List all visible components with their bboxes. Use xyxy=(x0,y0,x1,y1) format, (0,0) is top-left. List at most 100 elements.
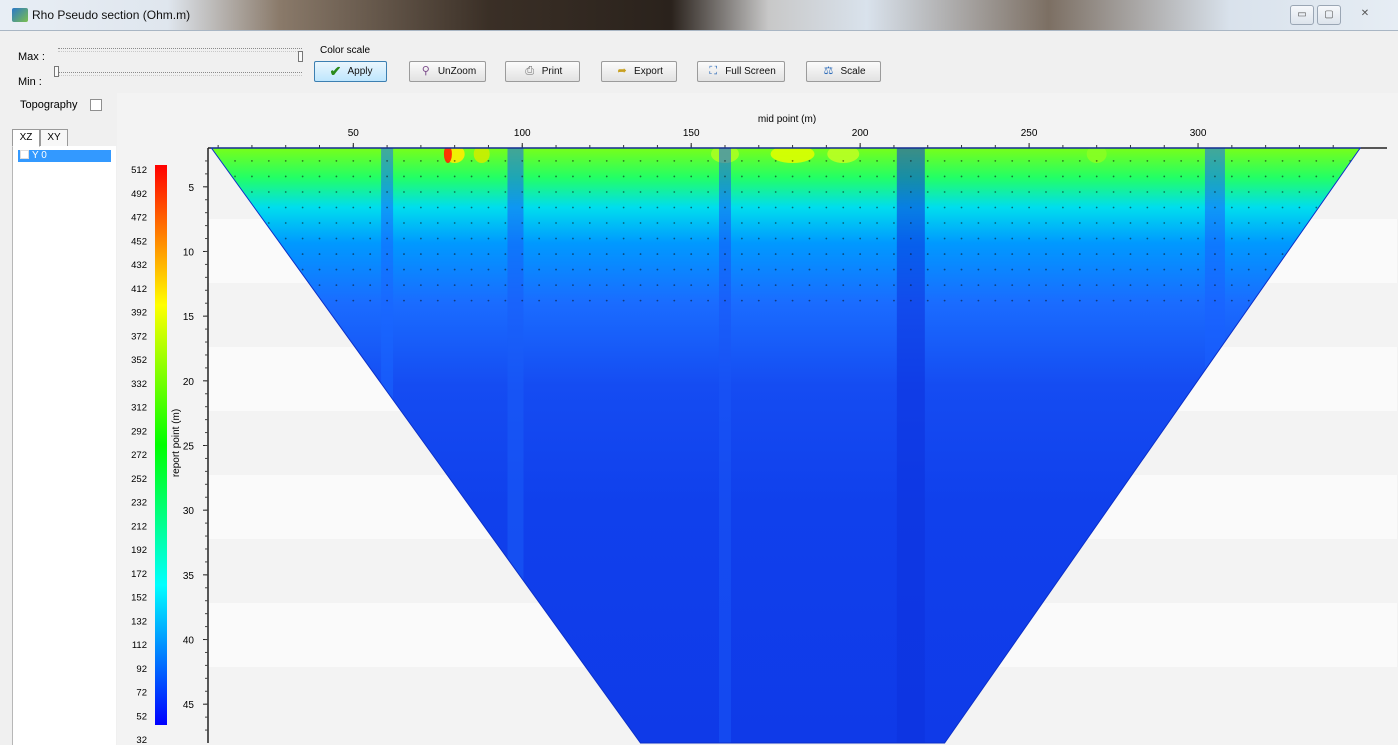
measurement-point xyxy=(1315,191,1318,193)
y-tick-label: 35 xyxy=(183,571,195,582)
measurement-point xyxy=(521,191,524,193)
measurement-point xyxy=(1230,284,1233,287)
checkmark-icon: ✔ xyxy=(329,63,342,79)
measurement-point xyxy=(369,160,372,162)
y-tick-label: 40 xyxy=(183,636,195,647)
measurement-point xyxy=(369,299,372,302)
apply-button[interactable]: ✔ Apply xyxy=(314,61,387,82)
measurement-point xyxy=(808,237,811,240)
measurement-point xyxy=(639,222,642,224)
min-slider[interactable] xyxy=(58,72,302,76)
measurement-point xyxy=(521,284,524,287)
measurement-point xyxy=(876,222,878,224)
measurement-point xyxy=(1247,284,1250,287)
export-button[interactable]: ➦ Export xyxy=(601,61,677,82)
maximize-button[interactable]: ▢ xyxy=(1317,5,1341,25)
measurement-point xyxy=(859,222,862,224)
measurement-point xyxy=(369,191,372,193)
measurement-point xyxy=(419,284,422,287)
measurement-point xyxy=(436,206,439,209)
measurement-point xyxy=(1129,222,1132,224)
measurement-point xyxy=(639,206,642,209)
measurement-point xyxy=(1112,237,1115,240)
measurement-point xyxy=(301,160,304,162)
measurement-point xyxy=(419,253,422,255)
measurement-point xyxy=(352,160,355,162)
measurement-point xyxy=(403,284,405,287)
measurement-point xyxy=(301,268,304,271)
measurement-point xyxy=(453,222,456,224)
measurement-point xyxy=(909,175,912,178)
measurement-point xyxy=(673,253,676,255)
y-tick-label: 10 xyxy=(183,247,195,258)
colorbar-label: 192 xyxy=(131,545,147,556)
measurement-point xyxy=(1112,253,1115,255)
tree-item-y0[interactable]: Y 0 xyxy=(18,149,111,162)
measurement-point xyxy=(960,222,963,224)
measurement-point xyxy=(791,299,794,302)
measurement-point xyxy=(1247,175,1250,178)
scale-button[interactable]: ⚖ Scale xyxy=(806,61,881,82)
y-tick-label: 5 xyxy=(188,183,194,194)
measurement-point xyxy=(504,222,507,224)
measurement-point xyxy=(724,191,726,193)
measurement-point xyxy=(1129,237,1132,240)
measurement-point xyxy=(1112,299,1115,302)
measurement-point xyxy=(690,284,693,287)
max-label: Max : xyxy=(18,51,45,63)
close-button[interactable]: ✕ xyxy=(1360,8,1370,19)
unzoom-button[interactable]: ⚲ UnZoom xyxy=(409,61,486,82)
min-label: Min : xyxy=(18,76,42,88)
measurement-point xyxy=(521,253,524,255)
measurement-point xyxy=(369,268,372,271)
measurement-point xyxy=(825,299,828,302)
measurement-point xyxy=(707,175,709,178)
unzoom-button-label: UnZoom xyxy=(437,66,477,77)
measurement-point xyxy=(740,237,743,240)
measurement-point xyxy=(1264,237,1267,240)
measurement-point xyxy=(1112,191,1115,193)
measurement-point xyxy=(1028,222,1030,224)
measurement-point xyxy=(926,160,929,162)
measurement-point xyxy=(436,160,439,162)
measurement-point xyxy=(1180,160,1183,162)
measurement-point xyxy=(572,206,574,209)
measurement-point xyxy=(690,175,693,178)
measurement-point xyxy=(1095,268,1098,271)
measurement-point xyxy=(1146,237,1149,240)
measurement-point xyxy=(994,175,997,178)
min-slider-thumb[interactable] xyxy=(54,66,59,77)
measurement-point xyxy=(960,206,963,209)
measurement-point xyxy=(977,299,980,302)
measurement-point xyxy=(622,299,625,302)
measurement-point xyxy=(893,268,895,271)
max-slider[interactable] xyxy=(58,48,302,52)
measurement-point xyxy=(1095,191,1098,193)
print-button[interactable]: ⎙ Print xyxy=(505,61,580,82)
measurement-point xyxy=(234,160,236,162)
topography-checkbox[interactable] xyxy=(90,99,102,111)
max-slider-thumb[interactable] xyxy=(298,51,303,62)
fullscreen-button[interactable]: ⛶ Full Screen xyxy=(697,61,785,82)
y-tick-label: 45 xyxy=(183,700,195,711)
measurement-point xyxy=(1129,191,1132,193)
x-tick-label: 200 xyxy=(852,128,869,139)
measurement-point xyxy=(1146,284,1149,287)
measurement-point xyxy=(909,284,912,287)
measurement-point xyxy=(926,191,929,193)
tree-item-checkbox[interactable] xyxy=(20,149,29,159)
tab-xz[interactable]: XZ xyxy=(12,129,40,147)
measurement-point xyxy=(842,222,845,224)
measurement-point xyxy=(1011,191,1014,193)
measurement-point xyxy=(1214,284,1216,287)
tab-xy[interactable]: XY xyxy=(40,129,68,147)
x-axis-title: mid point (m) xyxy=(758,114,816,125)
plot-area[interactable]: 50 100 150 200 250 300 5 10 15 20 25 30 35 40 45 512 4… xyxy=(117,93,1398,745)
measurement-point xyxy=(301,206,304,209)
measurement-point xyxy=(808,222,811,224)
minimize-button[interactable]: ▭ xyxy=(1290,5,1314,25)
measurement-point xyxy=(690,191,693,193)
measurement-point xyxy=(757,206,760,209)
pseudo-section-chart[interactable]: 50 100 150 200 250 300 5 10 15 20 25 30 35 40 45 512 4… xyxy=(117,93,1398,745)
measurement-point xyxy=(1045,299,1047,302)
